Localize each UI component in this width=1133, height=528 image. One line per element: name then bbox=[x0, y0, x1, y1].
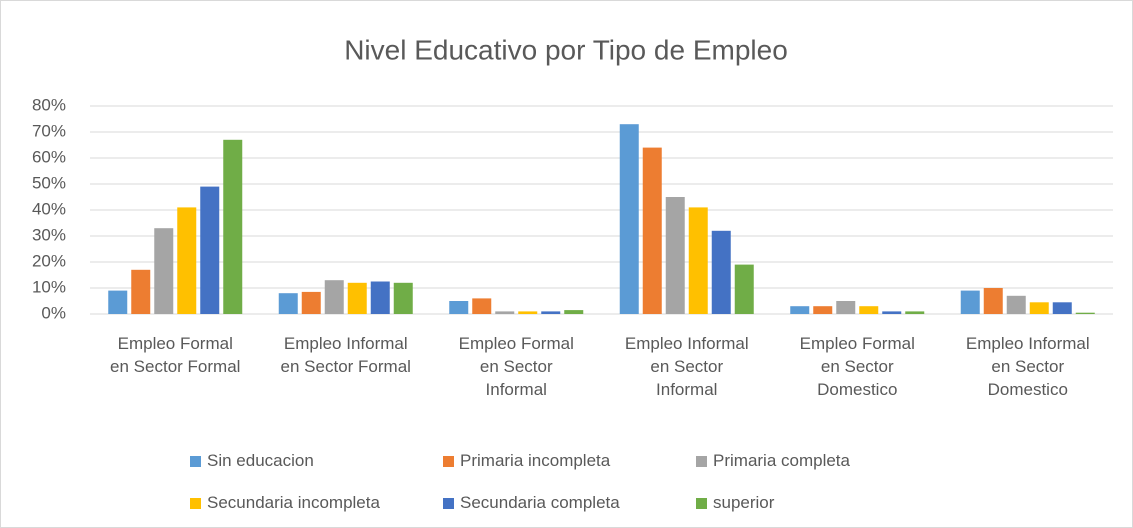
x-tick-label: Empleo Formal en Sector Informal bbox=[458, 334, 574, 399]
bar bbox=[1052, 302, 1072, 314]
bar bbox=[108, 290, 128, 314]
legend: Sin educacion Primaria incompleta Primaria… bbox=[190, 440, 950, 524]
legend-swatch bbox=[443, 455, 454, 467]
legend-item: Secundaria incompleta bbox=[190, 482, 443, 524]
bar bbox=[370, 281, 390, 314]
y-tick-label: 80% bbox=[32, 95, 66, 114]
y-tick-label: 20% bbox=[32, 251, 66, 270]
legend-label: Secundaria incompleta bbox=[207, 493, 380, 512]
x-tick-label: Empleo Informal en Sector Informal bbox=[624, 334, 749, 399]
bar bbox=[882, 311, 902, 314]
bar bbox=[688, 207, 708, 314]
bar bbox=[665, 197, 685, 314]
bar bbox=[278, 293, 298, 314]
bar bbox=[790, 306, 810, 314]
legend-label: Primaria incompleta bbox=[460, 451, 611, 470]
y-tick-label: 50% bbox=[32, 173, 66, 192]
bar bbox=[200, 186, 220, 314]
bar bbox=[836, 301, 856, 314]
legend-swatch bbox=[443, 497, 454, 509]
bar bbox=[1029, 302, 1049, 314]
bar bbox=[541, 311, 561, 314]
legend-label: Secundaria completa bbox=[460, 493, 620, 512]
bar bbox=[449, 301, 469, 314]
bar bbox=[905, 311, 925, 314]
bar bbox=[1006, 295, 1026, 314]
x-tick-label: Empleo Informal en Sector Domestico bbox=[965, 334, 1090, 399]
y-tick-label: 10% bbox=[32, 277, 66, 296]
bar bbox=[859, 306, 879, 314]
bar bbox=[495, 311, 515, 314]
bar bbox=[154, 228, 174, 314]
bar bbox=[619, 124, 639, 314]
y-tick-label: 30% bbox=[32, 225, 66, 244]
bar bbox=[960, 290, 980, 314]
legend-item: superior bbox=[696, 482, 949, 524]
bar bbox=[131, 269, 151, 314]
x-tick-label: Empleo Formal en Sector Domestico bbox=[799, 334, 915, 399]
legend-item: Primaria completa bbox=[696, 440, 949, 482]
bar bbox=[177, 207, 197, 314]
legend-swatch bbox=[696, 455, 707, 467]
chart-title: Nivel Educativo por Tipo de Empleo bbox=[344, 34, 788, 65]
bar bbox=[393, 282, 413, 314]
bar bbox=[711, 230, 731, 314]
bar bbox=[983, 288, 1003, 314]
legend-label: Sin educacion bbox=[207, 451, 314, 470]
bar bbox=[347, 282, 367, 314]
bar bbox=[472, 298, 492, 314]
bar bbox=[518, 311, 538, 314]
legend-label: superior bbox=[713, 493, 775, 512]
legend-swatch bbox=[190, 497, 201, 509]
legend-item: Primaria incompleta bbox=[443, 440, 696, 482]
bar bbox=[734, 264, 754, 314]
legend-item: Sin educacion bbox=[190, 440, 443, 482]
bar bbox=[642, 147, 662, 314]
legend-label: Primaria completa bbox=[713, 451, 850, 470]
y-tick-label: 60% bbox=[32, 147, 66, 166]
legend-swatch bbox=[190, 455, 201, 467]
bar bbox=[324, 280, 344, 314]
bar bbox=[1075, 312, 1095, 314]
y-tick-label: 70% bbox=[32, 121, 66, 140]
bar bbox=[564, 310, 584, 314]
bar bbox=[301, 291, 321, 314]
bar bbox=[223, 139, 243, 314]
y-tick-label: 0% bbox=[41, 303, 66, 322]
legend-swatch bbox=[696, 497, 707, 509]
bar bbox=[813, 306, 833, 314]
y-tick-label: 40% bbox=[32, 199, 66, 218]
x-tick-label: Empleo Formal en Sector Formal bbox=[110, 334, 241, 376]
x-tick-label: Empleo Informal en Sector Formal bbox=[280, 334, 411, 376]
legend-item: Secundaria completa bbox=[443, 482, 696, 524]
